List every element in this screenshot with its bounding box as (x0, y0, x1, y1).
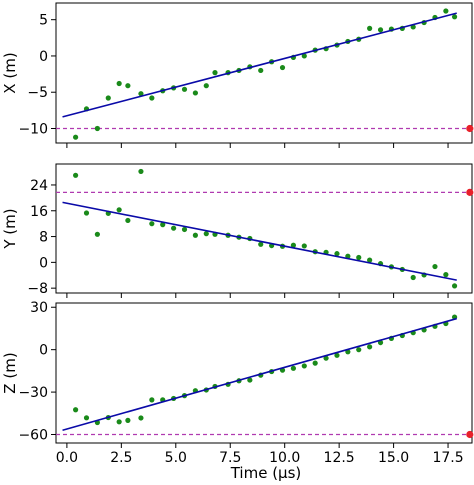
x-data-point (451, 14, 458, 20)
y-data-point (171, 225, 177, 231)
y-y-axis-label: Y (m) (1, 208, 19, 249)
z-y-axis-label: Z (m) (1, 352, 19, 393)
x-plot-frame (55, 2, 473, 144)
y-data-point (138, 168, 144, 175)
y-data-point (203, 231, 209, 237)
z-x-tick-label: 0.0 (56, 450, 78, 466)
x-data-point (279, 64, 286, 71)
z-data-point (116, 419, 122, 425)
x-y-tick-label: 0 (39, 49, 48, 65)
y-data-point (345, 253, 351, 259)
z-x-tick-label: 5.0 (165, 450, 187, 466)
z-data-point (247, 377, 253, 383)
y-data-point (160, 222, 166, 228)
z-data-point (290, 365, 297, 371)
y-data-point (290, 242, 297, 248)
z-data-point (301, 363, 307, 369)
y-y-tick-label: −8 (27, 281, 48, 297)
z-data-point (83, 415, 90, 421)
z-data-point (334, 352, 340, 358)
x-data-point (181, 86, 188, 92)
x-y-axis-label: X (m) (1, 52, 19, 93)
y-data-point (301, 243, 307, 249)
x-fit-line (62, 12, 457, 118)
x-data-point (125, 83, 131, 89)
y-data-point (192, 232, 198, 238)
z-y-tick-label: 0 (39, 343, 48, 359)
y-data-point (149, 221, 155, 227)
x-data-point (377, 27, 384, 33)
y-data-point (356, 254, 362, 261)
x-reference-marker (466, 124, 474, 133)
y-data-point (443, 272, 449, 278)
y-data-point (334, 251, 340, 257)
y-data-point (116, 207, 122, 213)
x-data-point (138, 91, 144, 97)
y-data-point (94, 231, 100, 237)
z-fit-line (62, 317, 457, 432)
y-position-panel: −8 0 8 16 24 Y (m) (1, 163, 474, 298)
y-data-point (73, 172, 79, 178)
x-data-point (301, 53, 307, 59)
y-reference-marker (466, 188, 474, 196)
x-y-tick-label: −10 (18, 121, 48, 137)
z-y-tick-label: 30 (30, 300, 48, 316)
z-data-point (312, 360, 318, 366)
y-data-point (451, 283, 458, 289)
x-y-tick-label: −5 (27, 85, 48, 101)
z-data-point (73, 407, 79, 413)
x-data-point (116, 80, 122, 87)
y-y-tick-label: 24 (30, 178, 48, 194)
z-x-tick-label: 12.5 (324, 450, 355, 466)
z-x-tick-label: 15.0 (378, 450, 409, 466)
z-x-tick-label: 2.5 (110, 450, 132, 466)
y-data-point (83, 210, 90, 216)
z-data-point (125, 417, 131, 423)
z-data-point (138, 415, 144, 421)
x-data-point (203, 83, 209, 89)
x-data-point (443, 8, 449, 14)
y-data-point (432, 263, 438, 270)
x-data-point (105, 95, 111, 101)
y-data-point (181, 226, 188, 233)
y-data-point (367, 257, 373, 263)
z-x-tick-label: 17.5 (432, 450, 463, 466)
x-y-tick-label: 5 (39, 13, 48, 29)
z-position-panel: −60 −30 0 30 0.0 2.5 5.0 7.5 10.0 12.5 15.0 17.5 Z (… (1, 300, 474, 466)
y-data-point (410, 274, 416, 281)
x-data-point (212, 70, 218, 76)
x-data-point (149, 95, 155, 101)
x-data-point (73, 134, 79, 140)
x-position-panel: −10 −5 0 5 X (m) (1, 2, 474, 148)
z-data-point (367, 344, 373, 350)
y-y-tick-label: 0 (39, 255, 48, 271)
z-x-tick-label: 10.0 (269, 450, 300, 466)
y-plot-frame (55, 163, 473, 294)
z-reference-marker (466, 430, 474, 439)
z-y-tick-label: −60 (18, 428, 48, 444)
z-data-point (356, 347, 362, 353)
z-y-tick-label: −30 (18, 385, 48, 401)
y-data-point (125, 217, 131, 224)
y-fit-line (62, 201, 457, 281)
x-data-point (258, 67, 264, 74)
x-data-point (94, 125, 100, 132)
y-data-point (258, 241, 264, 247)
x-axis-label: Time (μs) (230, 464, 302, 482)
x-data-point (192, 90, 198, 96)
y-y-tick-label: 16 (30, 204, 48, 220)
z-x-tick-label: 7.5 (219, 450, 241, 466)
z-data-point (149, 397, 155, 403)
x-data-point (367, 25, 373, 31)
z-data-point (323, 355, 329, 361)
y-y-tick-label: 8 (39, 230, 48, 246)
